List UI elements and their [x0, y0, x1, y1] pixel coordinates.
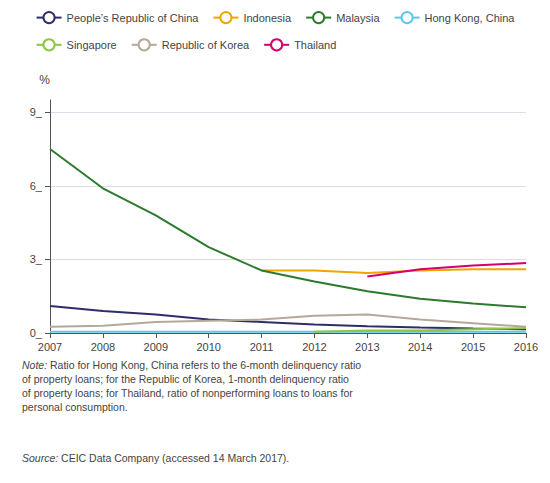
svg-text:9_: 9_: [30, 106, 43, 118]
svg-text:personal consumption.: personal consumption.: [22, 401, 128, 413]
svg-text:Thailand: Thailand: [294, 39, 336, 51]
svg-text:2016: 2016: [514, 341, 538, 353]
svg-text:2008: 2008: [91, 341, 115, 353]
svg-text:People’s Republic of China: People’s Republic of China: [67, 12, 200, 24]
svg-text:of property loans; for the Rep: of property loans; for the Republic of K…: [22, 373, 349, 385]
svg-text:2014: 2014: [408, 341, 432, 353]
svg-text:2010: 2010: [196, 341, 220, 353]
svg-text:2009: 2009: [144, 341, 168, 353]
svg-text:2013: 2013: [355, 341, 379, 353]
svg-text:Hong Kong, China: Hong Kong, China: [425, 12, 516, 24]
svg-text:6_: 6_: [30, 180, 43, 192]
svg-text:2012: 2012: [302, 341, 326, 353]
svg-text:Republic of Korea: Republic of Korea: [162, 39, 250, 51]
svg-text:Source:: Source:: [22, 452, 58, 464]
svg-text:Ratio for Hong Kong, China ref: Ratio for Hong Kong, China refers to the…: [47, 359, 361, 371]
svg-text:2007: 2007: [38, 341, 62, 353]
svg-text:0_: 0_: [30, 327, 43, 339]
svg-text:Note:: Note:: [22, 359, 47, 371]
svg-text:of property loans; for Thailan: of property loans; for Thailand, ratio o…: [22, 387, 353, 399]
svg-text:Singapore: Singapore: [67, 39, 117, 51]
svg-text:Malaysia: Malaysia: [336, 12, 380, 24]
svg-text:%: %: [39, 73, 50, 87]
svg-text:Indonesia: Indonesia: [243, 12, 292, 24]
svg-text:2011: 2011: [250, 341, 274, 353]
svg-text:2015: 2015: [461, 341, 485, 353]
svg-text:CEIC Data Company (accessed 14: CEIC Data Company (accessed 14 March 201…: [58, 452, 289, 464]
svg-text:3_: 3_: [30, 253, 43, 265]
